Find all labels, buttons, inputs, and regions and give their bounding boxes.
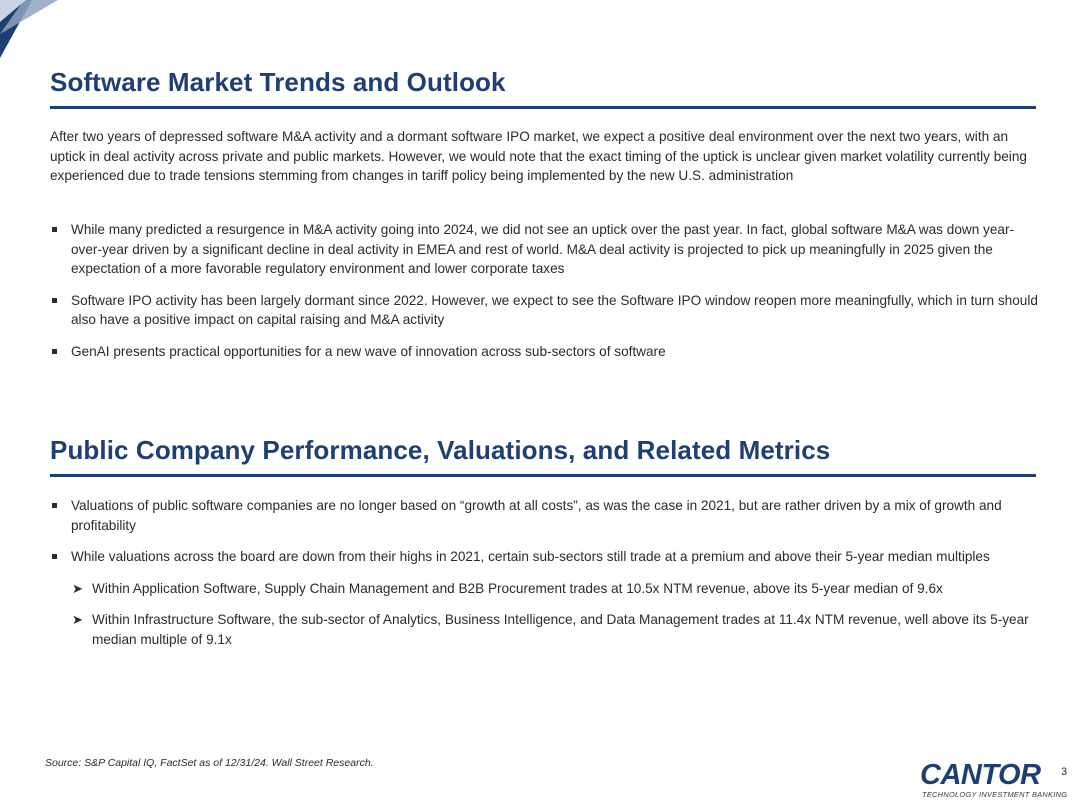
section-title-public-company: Public Company Performance, Valuations, …	[50, 435, 831, 465]
logo-tagline: TECHNOLOGY INVESTMENT BANKING	[922, 790, 1068, 799]
section-divider	[50, 474, 1036, 477]
sub-list-item: ➤ Within Infrastructure Software, the sub…	[50, 610, 1040, 649]
square-bullet-icon	[52, 227, 57, 232]
list-item: Valuations of public software companies …	[50, 496, 1040, 535]
list-item: While valuations across the board are do…	[50, 547, 1040, 567]
square-bullet-icon	[52, 503, 57, 508]
public-company-bullets: Valuations of public software companies …	[50, 496, 1040, 661]
arrow-bullet-icon: ➤	[72, 612, 83, 627]
bullet-text: GenAI presents practical opportunities f…	[71, 343, 666, 359]
bullet-text: Valuations of public software companies …	[71, 498, 1002, 533]
bullet-text: While many predicted a resurgence in M&A…	[71, 222, 1014, 276]
bullet-text: Software IPO activity has been largely d…	[71, 292, 1038, 328]
section-divider	[50, 106, 1036, 109]
sub-list-item: ➤ Within Application Software, Supply Cha…	[50, 579, 1040, 599]
bullet-text: While valuations across the board are do…	[71, 549, 990, 564]
list-item: GenAI presents practical opportunities f…	[50, 342, 1040, 362]
square-bullet-icon	[52, 297, 57, 303]
sub-bullet-text: Within Infrastructure Software, the sub-…	[92, 612, 1029, 647]
source-note: Source: S&P Capital IQ, FactSet as of 12…	[45, 757, 374, 769]
section-title-market-trends: Software Market Trends and Outlook	[50, 67, 506, 97]
list-item: Software IPO activity has been largely d…	[50, 291, 1040, 330]
page-number: 3	[1061, 766, 1068, 778]
corner-decoration	[0, 0, 58, 58]
cantor-logo: CANTOR TECHNOLOGY INVESTMENT BANKING	[920, 760, 1070, 802]
sub-bullet-text: Within Application Software, Supply Chai…	[92, 580, 943, 596]
square-bullet-icon	[52, 348, 57, 354]
market-trends-bullets: While many predicted a resurgence in M&A…	[50, 220, 1040, 373]
arrow-bullet-icon: ➤	[72, 580, 83, 596]
intro-paragraph: After two years of depressed software M&…	[50, 129, 1027, 183]
logo-wordmark: CANTOR	[920, 759, 1041, 791]
square-bullet-icon	[52, 554, 57, 559]
list-item: While many predicted a resurgence in M&A…	[50, 220, 1040, 279]
